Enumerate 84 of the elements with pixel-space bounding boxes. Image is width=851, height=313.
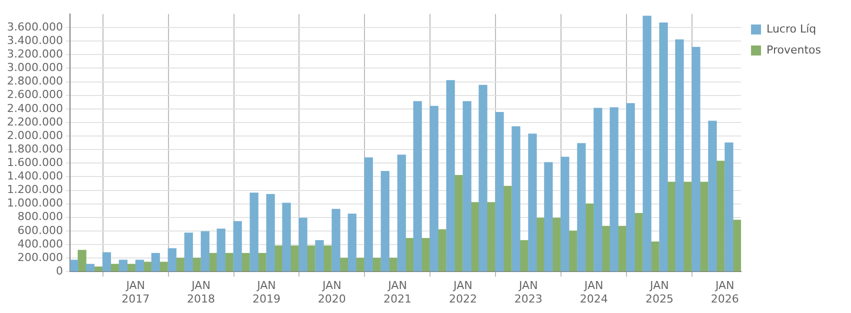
y-tick-label: 2.000.000	[7, 128, 63, 142]
bar	[675, 39, 684, 272]
bar	[266, 194, 275, 272]
bar	[332, 208, 340, 272]
bar	[78, 250, 86, 272]
bar	[397, 154, 406, 272]
y-tick-label: 400.000	[17, 237, 63, 250]
bar	[388, 258, 398, 272]
y-tick-label: 600.000	[17, 224, 63, 237]
x-tick-label: JAN 2020	[318, 279, 346, 306]
bar	[610, 107, 618, 272]
bar	[585, 203, 594, 272]
bar	[94, 266, 102, 272]
bar	[659, 22, 668, 272]
y-tick-label: 2.800.000	[7, 74, 63, 88]
bar	[478, 84, 488, 272]
x-tick-label: JAN 2021	[384, 279, 412, 306]
x-tick-label: JAN 2025	[645, 279, 674, 306]
y-tick-label: 1.800.000	[7, 142, 63, 156]
y-tick-label: 3.200.000	[7, 48, 63, 61]
bar	[692, 46, 700, 272]
bar	[356, 258, 364, 272]
bar	[168, 248, 176, 272]
y-tick-label: 1.000.000	[7, 196, 63, 210]
bar	[626, 103, 635, 272]
bar	[568, 230, 578, 272]
y-tick-label: 3.600.000	[7, 20, 63, 34]
y-tick-label: 1.600.000	[7, 156, 63, 169]
bar	[250, 192, 258, 272]
y-tick-label: 2.400.000	[7, 102, 63, 115]
y-tick-label: 1.400.000	[7, 170, 63, 183]
bar	[577, 143, 586, 272]
bar	[380, 170, 390, 272]
y-tick-label: 3.000.000	[7, 61, 63, 74]
bar	[462, 101, 472, 272]
bar	[159, 262, 168, 272]
bar	[594, 108, 602, 272]
bar	[528, 134, 537, 272]
bar	[495, 112, 504, 272]
bar	[298, 218, 308, 272]
bar	[413, 101, 422, 272]
bar	[176, 258, 184, 272]
bar	[216, 228, 226, 272]
bar	[282, 202, 291, 272]
x-tick-label: JAN 2017	[122, 279, 150, 306]
y-tick-label: 0	[56, 264, 63, 278]
bar	[642, 16, 652, 272]
bar	[135, 260, 144, 272]
bar	[364, 157, 373, 272]
x-tick-label: JAN 2019	[252, 279, 280, 306]
bar	[544, 162, 553, 272]
bar	[430, 106, 438, 272]
bar	[86, 264, 95, 272]
bar	[102, 252, 112, 272]
bar	[200, 231, 210, 272]
bar	[126, 264, 136, 272]
bar	[315, 240, 324, 272]
x-tick-label: JAN 2022	[448, 279, 477, 306]
bar	[110, 264, 119, 272]
bar	[512, 126, 520, 272]
bar	[724, 142, 734, 272]
y-tick-label: 2.200.000	[7, 115, 63, 128]
y-tick-label: 1.200.000	[7, 183, 63, 196]
legend-label: Lucro Líq	[766, 22, 816, 36]
x-tick-label: JAN 2018	[187, 279, 216, 306]
bar	[192, 258, 201, 272]
bar	[184, 232, 193, 272]
legend-label: Proventos	[766, 43, 822, 56]
x-tick-label: JAN 2026	[710, 279, 739, 306]
y-tick-label: 800.000	[17, 210, 63, 224]
y-tick-label: 2.600.000	[7, 88, 63, 102]
bar	[446, 80, 455, 272]
bar	[708, 120, 717, 272]
y-tick-label: 3.400.000	[7, 34, 63, 47]
bar	[118, 260, 128, 272]
bar	[233, 221, 242, 272]
y-tick-label: 200.000	[17, 250, 63, 264]
x-tick-label: JAN 2023	[514, 279, 542, 306]
bar	[151, 252, 160, 272]
bar	[560, 156, 570, 272]
bar	[348, 214, 356, 272]
x-tick-label: JAN 2024	[580, 279, 608, 306]
bar	[372, 258, 381, 272]
bar	[70, 260, 78, 272]
